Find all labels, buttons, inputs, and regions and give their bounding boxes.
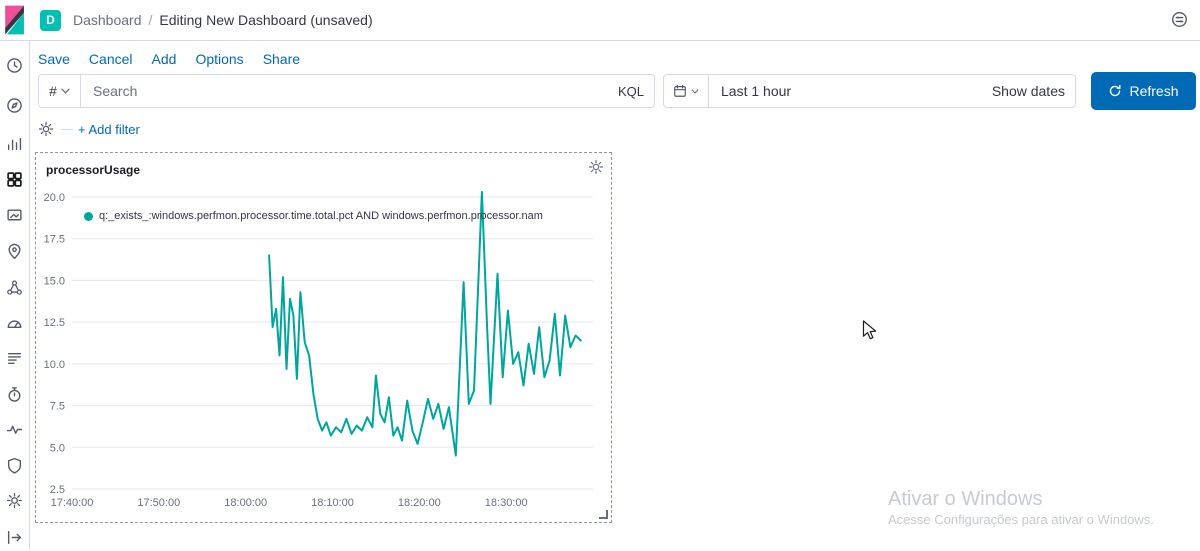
add-filter-button[interactable]: + Add filter [78, 122, 140, 137]
refresh-icon [1110, 84, 1121, 97]
query-language-button[interactable]: KQL [617, 83, 644, 99]
cancel-button[interactable]: Cancel [88, 51, 133, 67]
dock-arrow-icon [7, 530, 22, 545]
refresh-button[interactable]: Refresh [1091, 72, 1196, 110]
uptime-heartbeat-icon [6, 425, 23, 434]
management-gear-icon [6, 492, 23, 509]
legend-series-label: q:_exists_:windows.perfmon.processor.tim… [99, 210, 543, 222]
svg-text:15.0: 15.0 [44, 275, 65, 287]
chevron-down-icon [691, 88, 699, 94]
breadcrumb-dashboard-link[interactable]: Dashboard [73, 12, 142, 28]
maps-pin-icon [8, 243, 21, 260]
svg-text:12.5: 12.5 [44, 317, 65, 329]
sidebar-item-metrics[interactable] [6, 314, 23, 331]
filter-options-button[interactable] [38, 121, 54, 142]
visualize-barchart-icon [7, 138, 22, 151]
chevron-down-icon [61, 88, 70, 94]
sidebar-item-logs[interactable] [6, 350, 23, 367]
saved-query-menu-button[interactable]: # [38, 74, 81, 108]
search-input[interactable] [91, 82, 618, 100]
dashboard-toolbar: Save Cancel Add Options Share [38, 51, 300, 67]
show-dates-button[interactable]: Show dates [991, 83, 1065, 99]
filter-separator [61, 129, 73, 130]
gear-icon [588, 159, 604, 175]
windows-watermark-subtitle: Acesse Configurações para ativar o Windo… [888, 512, 1154, 527]
svg-text:5.0: 5.0 [50, 442, 65, 454]
date-quick-select-button[interactable] [664, 75, 709, 107]
chart-legend-item[interactable]: q:_exists_:windows.perfmon.processor.tim… [84, 210, 543, 222]
share-button[interactable]: Share [262, 51, 301, 67]
header-controls-icon[interactable] [1171, 11, 1188, 33]
sidebar-item-machine-learning[interactable] [6, 279, 23, 296]
refresh-label: Refresh [1129, 83, 1179, 99]
header-bar: D Dashboard / Editing New Dashboard (uns… [0, 0, 1200, 41]
processor-usage-chart: 2.5 5.0 7.5 10.0 12.5 15.0 17.5 20.0 17:40:00 17:… [42, 189, 609, 519]
add-button[interactable]: Add [151, 51, 177, 67]
sidebar-item-canvas[interactable] [6, 207, 23, 224]
kibana-logo[interactable] [0, 0, 30, 40]
sidebar-item-discover[interactable] [6, 97, 23, 114]
logs-icon [7, 353, 22, 364]
sidebar-item-siem[interactable] [6, 457, 23, 474]
svg-text:18:20:00: 18:20:00 [398, 497, 441, 509]
line-chart-svg: 2.5 5.0 7.5 10.0 12.5 15.0 17.5 20.0 17:40:00 17:… [44, 191, 593, 509]
svg-text:18:00:00: 18:00:00 [224, 497, 267, 509]
svg-text:2.5: 2.5 [50, 484, 65, 496]
siem-shield-icon [7, 457, 22, 474]
panel-options-button[interactable] [588, 159, 604, 180]
svg-text:17:40:00: 17:40:00 [51, 497, 94, 509]
space-avatar[interactable]: D [40, 9, 61, 31]
apm-stopwatch-icon [8, 387, 21, 402]
mouse-cursor [862, 320, 880, 346]
save-button[interactable]: Save [38, 51, 70, 67]
breadcrumb-separator: / [148, 12, 153, 28]
gear-icon [38, 121, 54, 137]
breadcrumb: Dashboard / Editing New Dashboard (unsav… [73, 12, 373, 28]
svg-text:17:50:00: 17:50:00 [137, 497, 180, 509]
svg-text:18:10:00: 18:10:00 [311, 497, 354, 509]
svg-text:17.5: 17.5 [44, 234, 65, 246]
page-title: Editing New Dashboard (unsaved) [159, 12, 373, 28]
sidebar-item-recently-viewed[interactable] [6, 57, 23, 74]
svg-text:10.0: 10.0 [44, 359, 65, 371]
sidebar-item-maps[interactable] [6, 243, 23, 260]
panel-resize-handle[interactable] [599, 510, 608, 519]
calendar-icon [674, 84, 686, 97]
sidebar-item-management[interactable] [6, 492, 23, 509]
panel-title[interactable]: processorUsage [46, 163, 141, 177]
options-button[interactable]: Options [195, 51, 244, 67]
sidebar-item-dashboard[interactable] [6, 171, 23, 188]
query-input-wrapper: KQL [80, 74, 655, 108]
clock-icon [7, 58, 22, 73]
date-picker: Last 1 hour Show dates [663, 74, 1076, 108]
time-range-value[interactable]: Last 1 hour [721, 83, 792, 99]
canvas-icon [7, 209, 22, 221]
legend-series-dot [84, 211, 93, 221]
sidebar-item-apm[interactable] [6, 386, 23, 403]
sidebar-dock-toggle[interactable] [6, 529, 23, 546]
svg-text:20.0: 20.0 [44, 192, 65, 204]
discover-compass-icon [7, 98, 22, 113]
windows-watermark-title: Ativar o Windows [888, 488, 1043, 510]
dashboard-grid-icon [7, 172, 22, 187]
sidebar-item-visualize[interactable] [6, 135, 23, 152]
machine-learning-icon [7, 280, 22, 295]
hash-label: # [49, 83, 57, 99]
svg-text:18:30:00: 18:30:00 [485, 497, 528, 509]
kibana-logo-icon [5, 5, 24, 35]
app-sidebar [0, 41, 30, 550]
sidebar-item-uptime[interactable] [6, 421, 23, 438]
dashboard-panel-processor-usage: processorUsage 2.5 5.0 7.5 10.0 12.5 15.0 17.5… [35, 152, 612, 523]
metrics-gauge-icon [7, 320, 22, 328]
svg-text:7.5: 7.5 [50, 401, 65, 413]
